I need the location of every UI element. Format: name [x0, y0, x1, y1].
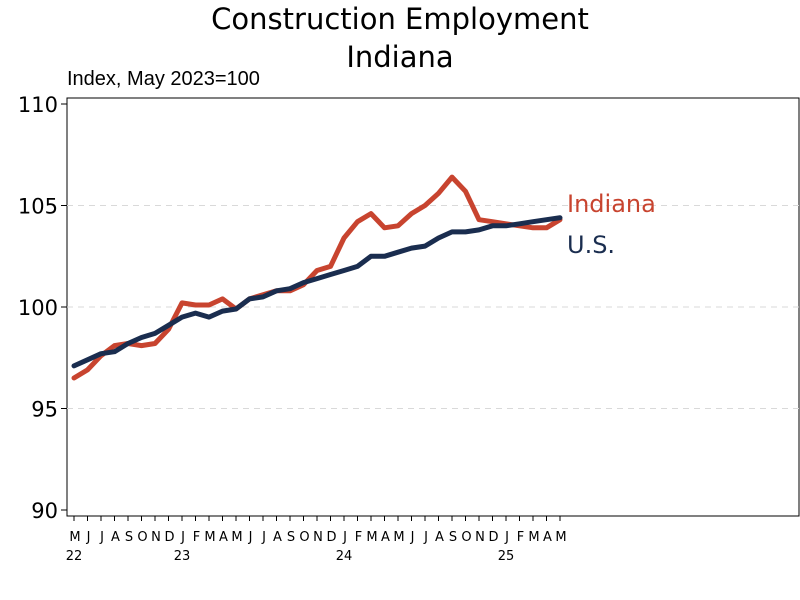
- x-tick-label: N: [475, 530, 485, 545]
- x-tick-label: M: [204, 530, 215, 545]
- chart-title: Construction Employment: [211, 2, 589, 36]
- y-axis-ticks: 90 95 100 105 110: [18, 93, 67, 523]
- x-tick-label: F: [355, 530, 362, 545]
- x-tick-label: O: [137, 530, 147, 545]
- x-tick-label: D: [164, 530, 174, 545]
- x-year-label: 22: [66, 549, 83, 564]
- series-line-us: [71, 215, 563, 369]
- x-tick-label: A: [435, 530, 444, 545]
- x-tick-label: M: [555, 530, 566, 545]
- series-label-us: U.S.: [567, 231, 615, 259]
- x-tick-label: D: [326, 530, 336, 545]
- x-tick-label: J: [504, 530, 509, 545]
- x-tick-label: A: [219, 530, 228, 545]
- x-tick-label: J: [410, 530, 415, 545]
- x-tick-label: D: [488, 530, 498, 545]
- x-tick-label: M: [528, 530, 539, 545]
- x-tick-label: J: [261, 530, 266, 545]
- y-tick-label: 90: [31, 499, 58, 523]
- x-year-label: 23: [174, 549, 191, 564]
- x-year-label: 24: [336, 549, 353, 564]
- chart-subtitle: Indiana: [346, 40, 453, 74]
- x-tick-label: F: [517, 530, 524, 545]
- x-tick-label: J: [423, 530, 428, 545]
- x-year-label: 25: [498, 549, 515, 564]
- x-tick-label: J: [248, 530, 253, 545]
- x-tick-label: A: [543, 530, 552, 545]
- x-tick-label: M: [393, 530, 404, 545]
- x-tick-label: S: [449, 530, 457, 545]
- x-tick-label: S: [125, 530, 133, 545]
- x-tick-label: N: [313, 530, 323, 545]
- x-tick-label: F: [193, 530, 200, 545]
- series-line-indiana: [71, 174, 563, 381]
- x-tick-label: M: [231, 530, 242, 545]
- y-tick-label: 95: [31, 398, 58, 422]
- x-tick-label: A: [111, 530, 120, 545]
- x-tick-label: J: [86, 530, 91, 545]
- y-tick-label: 100: [18, 296, 58, 320]
- y-axis-label: Index, May 2023=100: [67, 68, 260, 90]
- x-tick-label: N: [151, 530, 161, 545]
- x-tick-label: M: [366, 530, 377, 545]
- gridlines: [67, 205, 799, 409]
- x-tick-label: J: [99, 530, 104, 545]
- series-lines: [71, 174, 563, 381]
- x-tick-label: O: [299, 530, 309, 545]
- y-tick-label: 105: [18, 195, 58, 219]
- y-tick-label: 110: [18, 93, 58, 117]
- x-tick-label: O: [461, 530, 471, 545]
- x-tick-label: A: [381, 530, 390, 545]
- x-tick-label: S: [287, 530, 295, 545]
- x-axis-ticks: M J J A S O N D J F M A M J J A S O N D J F M A M J J A S O N D J F M A M22 2…: [66, 516, 567, 564]
- x-tick-label: M: [69, 530, 80, 545]
- x-tick-label: J: [180, 530, 185, 545]
- x-tick-label: J: [342, 530, 347, 545]
- x-tick-label: A: [273, 530, 282, 545]
- series-label-indiana: Indiana: [567, 190, 656, 218]
